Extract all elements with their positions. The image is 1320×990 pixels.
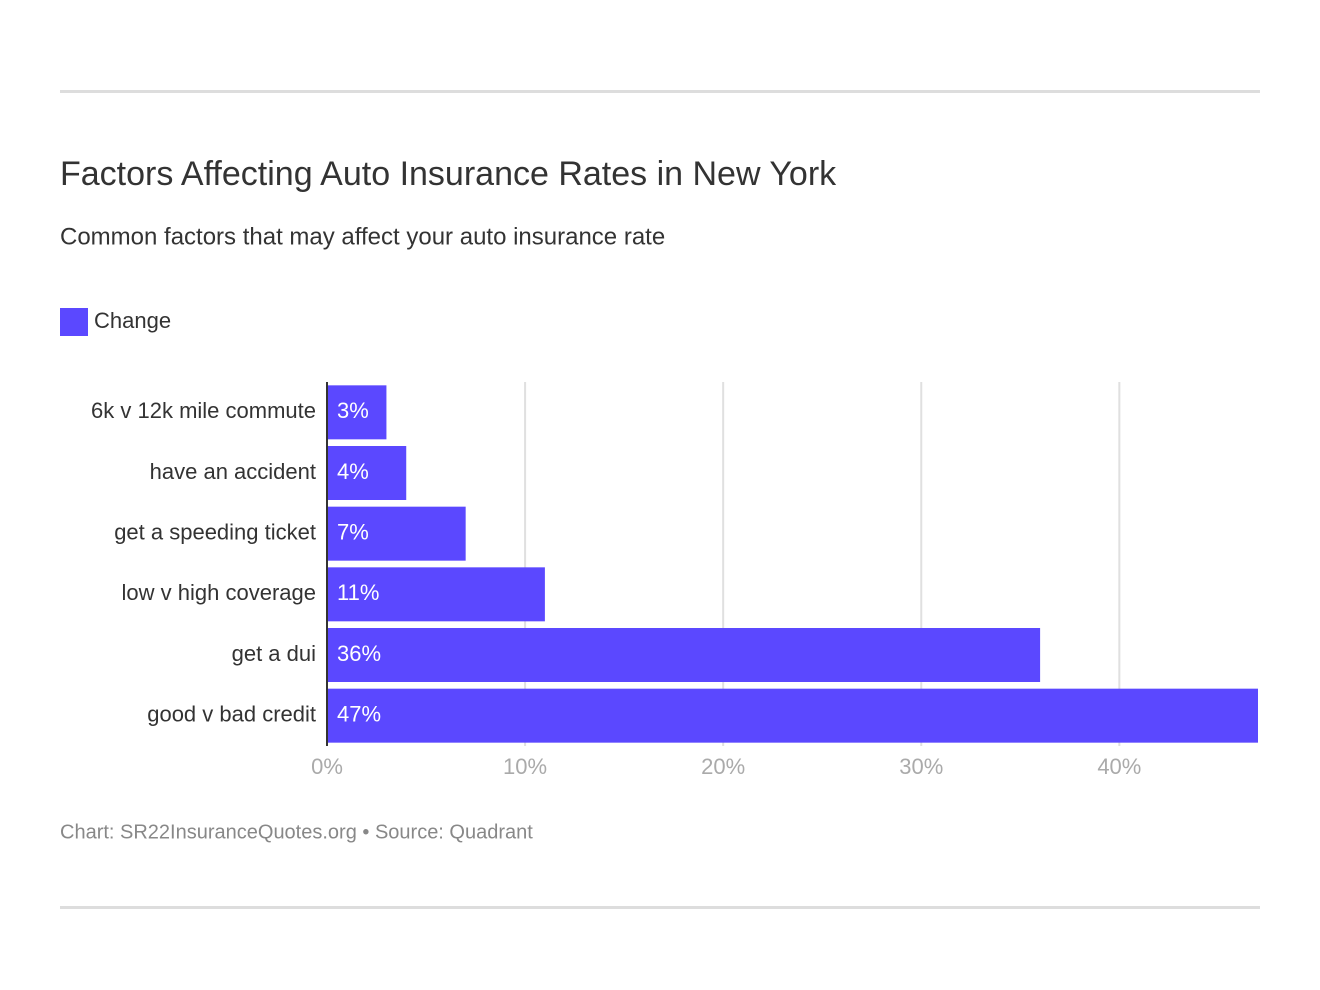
y-tick-label: get a dui [232,641,316,666]
y-tick-label: get a speeding ticket [114,519,316,544]
x-tick-label: 0% [311,754,343,779]
chart-title: Factors Affecting Auto Insurance Rates i… [60,155,837,193]
legend-swatch [60,308,88,336]
bar [327,688,1258,743]
chart-subtitle: Common factors that may affect your auto… [60,223,665,250]
bar [327,446,407,500]
value-label: 7% [337,519,369,544]
value-label: 11% [337,580,379,605]
bar [327,506,466,561]
value-label: 36% [337,641,381,666]
legend-label: Change [94,308,171,333]
x-tick-label: 40% [1097,754,1141,779]
y-tick-label: good v bad credit [147,701,316,726]
x-tick-label: 30% [899,754,943,779]
value-label: 4% [337,459,369,484]
y-tick-label: have an accident [150,459,316,484]
value-label: 47% [337,701,381,726]
x-tick-label: 10% [503,754,547,779]
value-label: 3% [337,398,369,423]
bar [327,628,1041,682]
source-note: Chart: SR22InsuranceQuotes.org • Source:… [60,821,533,843]
x-tick-label: 20% [701,754,745,779]
bar [327,567,545,622]
y-tick-label: low v high coverage [122,580,316,605]
y-tick-label: 6k v 12k mile commute [91,398,316,423]
bar [327,385,387,440]
